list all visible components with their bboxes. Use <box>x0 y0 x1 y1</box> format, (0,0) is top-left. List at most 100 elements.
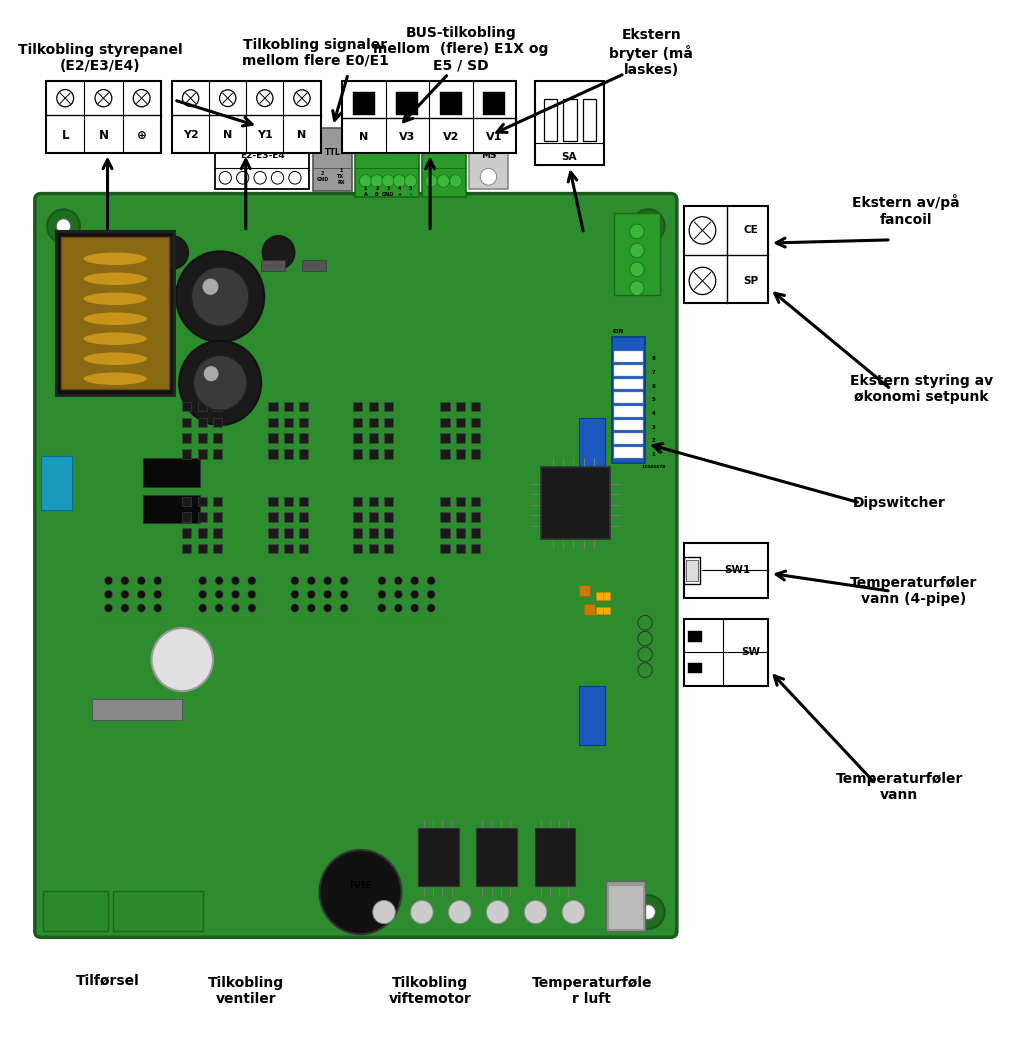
Ellipse shape <box>83 311 147 326</box>
Circle shape <box>630 262 644 277</box>
Bar <box>583 99 596 141</box>
Text: SA: SA <box>561 151 578 162</box>
Bar <box>299 449 308 459</box>
Bar <box>98 569 172 615</box>
Bar <box>355 128 419 197</box>
Bar <box>353 93 375 116</box>
Bar <box>182 449 191 459</box>
Circle shape <box>291 604 299 612</box>
Bar <box>56 231 174 394</box>
Circle shape <box>219 89 236 106</box>
Circle shape <box>248 590 256 599</box>
Bar <box>456 433 465 443</box>
Bar <box>268 544 278 553</box>
Bar <box>213 544 222 553</box>
Circle shape <box>47 895 80 929</box>
Bar <box>268 402 278 411</box>
Text: Ekstern
bryter (må
laskes): Ekstern bryter (må laskes) <box>609 28 693 77</box>
Bar <box>596 592 603 600</box>
Bar <box>353 528 362 538</box>
Circle shape <box>56 905 71 919</box>
Circle shape <box>324 590 332 599</box>
Circle shape <box>179 341 261 425</box>
Circle shape <box>137 590 145 599</box>
Text: V3: V3 <box>399 132 416 142</box>
Bar <box>384 528 393 538</box>
Bar <box>353 402 362 411</box>
Bar <box>302 260 326 271</box>
Circle shape <box>394 604 402 612</box>
Circle shape <box>291 576 299 585</box>
Text: SW: SW <box>741 647 760 658</box>
Text: 1
TX
RX: 1 TX RX <box>337 168 345 185</box>
Bar <box>198 418 207 427</box>
Bar <box>193 569 266 615</box>
Bar <box>469 137 508 189</box>
Circle shape <box>486 901 509 924</box>
Text: 1: 1 <box>651 452 655 457</box>
Bar <box>369 418 378 427</box>
Text: Ekstern av/på
fancoil: Ekstern av/på fancoil <box>852 195 961 226</box>
Bar <box>268 528 278 538</box>
Bar <box>372 569 445 615</box>
Bar <box>384 418 393 427</box>
Bar <box>471 512 480 522</box>
Circle shape <box>104 576 113 585</box>
Text: RS485: RS485 <box>373 139 401 147</box>
Bar <box>456 528 465 538</box>
Bar <box>440 449 450 459</box>
Bar <box>182 418 191 427</box>
Circle shape <box>307 590 315 599</box>
Circle shape <box>137 604 145 612</box>
Circle shape <box>254 171 266 184</box>
Text: Tilførsel: Tilførsel <box>76 973 139 988</box>
Circle shape <box>271 171 284 184</box>
Bar <box>535 828 575 886</box>
Text: 2
B: 2 B <box>375 186 379 197</box>
Bar <box>608 885 643 929</box>
Circle shape <box>121 576 129 585</box>
Text: 1
A: 1 A <box>364 186 368 197</box>
Bar <box>299 528 308 538</box>
Bar <box>614 365 643 376</box>
Bar <box>43 891 108 931</box>
Bar <box>384 497 393 506</box>
Circle shape <box>340 590 348 599</box>
Bar <box>686 560 698 581</box>
Bar <box>198 433 207 443</box>
Bar <box>579 585 590 596</box>
Bar <box>284 544 293 553</box>
Text: E2-E3-E4: E2-E3-E4 <box>240 151 285 160</box>
Bar <box>614 379 643 389</box>
Bar <box>584 604 595 615</box>
Bar <box>261 260 285 271</box>
Bar <box>284 449 293 459</box>
Circle shape <box>231 576 240 585</box>
Bar <box>579 418 605 477</box>
Circle shape <box>373 901 395 924</box>
Bar <box>614 433 643 444</box>
Bar <box>353 512 362 522</box>
Bar <box>541 467 610 539</box>
Bar <box>46 81 161 153</box>
Bar <box>284 402 293 411</box>
Bar <box>440 528 450 538</box>
Circle shape <box>231 604 240 612</box>
Bar <box>471 402 480 411</box>
Bar <box>614 392 643 403</box>
Bar <box>299 433 308 443</box>
Circle shape <box>215 590 223 599</box>
Bar <box>471 528 480 538</box>
Circle shape <box>324 604 332 612</box>
Ellipse shape <box>83 332 147 345</box>
Bar <box>268 497 278 506</box>
Bar <box>299 544 308 553</box>
Circle shape <box>689 217 716 244</box>
Text: 8: 8 <box>651 357 655 361</box>
Text: MS: MS <box>480 151 497 160</box>
Bar <box>299 418 308 427</box>
Bar <box>92 699 182 720</box>
Bar <box>299 512 308 522</box>
Bar <box>213 497 222 506</box>
Text: SP: SP <box>743 276 758 286</box>
